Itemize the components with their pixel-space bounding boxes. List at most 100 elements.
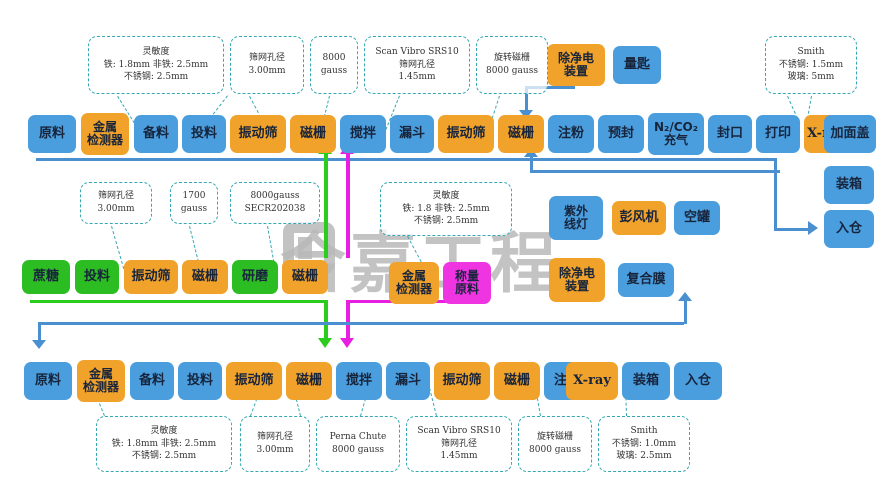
node-bot-6[interactable]: 搅拌 [336, 362, 382, 400]
node-label: 投料 [186, 372, 213, 388]
connector-horizontal [525, 86, 575, 89]
node-label-line: 紫外 线灯 [563, 204, 588, 231]
node-label: 空罐 [683, 209, 710, 225]
node-top-16[interactable]: 加面盖 [824, 115, 876, 153]
connector-horizontal [774, 228, 810, 231]
node-label: 原料 [34, 372, 61, 388]
arrow-up-icon [678, 292, 692, 301]
callout-line: 筛网孔径 [440, 438, 477, 449]
node-bot-9[interactable]: 磁栅 [494, 362, 540, 400]
node-aux-blower[interactable]: 彭风机 [612, 201, 666, 235]
node-mid-4[interactable]: 研磨 [232, 260, 278, 294]
node-bot-1[interactable]: 金属 检测器 [77, 360, 125, 402]
node-label: 磁栅 [295, 372, 322, 388]
node-label: 磁栅 [299, 125, 326, 141]
node-aux-uv[interactable]: 紫外 线灯 [549, 196, 603, 240]
node-mid-2[interactable]: 振动筛 [124, 260, 178, 294]
node-mid-detector[interactable]: 金属 检测器 [389, 262, 439, 304]
node-bot-12[interactable]: 装箱 [622, 362, 670, 400]
node-top-0[interactable]: 原料 [28, 115, 76, 153]
callout-line: 铁: 1.8 非铁: 2.5mm [402, 203, 490, 214]
connector-vertical [774, 158, 777, 210]
callout-line: Scan Vibro SRS10 [375, 46, 459, 57]
node-bot-2[interactable]: 备料 [130, 362, 174, 400]
callout-bot-3: Perna Chute 8000 gauss [316, 416, 400, 472]
node-bot-13[interactable]: 入仓 [674, 362, 722, 400]
node-label-line: 金属 检测器 [86, 120, 123, 147]
node-label: X-ray [573, 372, 611, 388]
node-top-14[interactable]: 打印 [756, 115, 800, 153]
node-bot-11[interactable]: X-ray [566, 362, 618, 400]
callout-line: 1.45mm [398, 72, 436, 83]
node-bot-3[interactable]: 投料 [178, 362, 222, 400]
node-top-extra-1[interactable]: 量匙 [613, 46, 661, 84]
arrow-down-icon [318, 338, 332, 348]
connector-green-down [324, 300, 328, 338]
node-top-1[interactable]: 金属 检测器 [81, 113, 129, 155]
node-top-11[interactable]: 预封 [598, 115, 644, 153]
callout-line: SECR202038 [244, 204, 306, 214]
callout-line: 8000gauss [250, 191, 300, 202]
callout-mid-1: 筛网孔径 3.00mm [80, 182, 152, 224]
callout-line: Smith [797, 46, 825, 57]
node-mid-1[interactable]: 投料 [75, 260, 119, 294]
node-bot-7[interactable]: 漏斗 [386, 362, 430, 400]
callout-line: 8000 gauss [529, 445, 581, 455]
node-bot-8[interactable]: 振动筛 [434, 362, 490, 400]
node-top-4[interactable]: 振动筛 [230, 115, 286, 153]
node-top-7[interactable]: 漏斗 [390, 115, 434, 153]
callout-top-smith: Smith 不锈钢: 1.5mm 玻璃: 5mm [765, 36, 857, 94]
callout-line: 筛网孔径 [398, 59, 435, 70]
node-aux-destatic[interactable]: 除净电 装置 [549, 258, 605, 302]
node-bot-5[interactable]: 磁栅 [286, 362, 332, 400]
node-top-8[interactable]: 振动筛 [438, 115, 494, 153]
node-mid-5[interactable]: 磁栅 [282, 260, 328, 294]
node-bot-0[interactable]: 原料 [24, 362, 72, 400]
node-label: 漏斗 [398, 125, 425, 141]
node-side-1[interactable]: 入仓 [824, 210, 874, 248]
node-top-13[interactable]: 封口 [708, 115, 752, 153]
node-mid-0[interactable]: 蔗糖 [22, 260, 70, 294]
callout-bot-2: 筛网孔径 3.00mm [240, 416, 310, 472]
arrow-right-icon [808, 221, 818, 235]
callout-bot-smith: Smith 不锈钢: 1.0mm 玻璃: 2.5mm [598, 416, 690, 472]
node-bot-4[interactable]: 振动筛 [226, 362, 282, 400]
node-top-3[interactable]: 投料 [182, 115, 226, 153]
callout-line: 1700 [182, 191, 206, 202]
node-label: 振动筛 [234, 372, 274, 388]
node-label: 备料 [138, 372, 165, 388]
node-label: 预封 [607, 125, 634, 141]
node-label: 振动筛 [131, 268, 171, 284]
callout-line: 8000 [322, 53, 346, 64]
callout-line: Smith [630, 425, 658, 436]
callout-line: 灵敏度 [150, 425, 178, 436]
node-top-10[interactable]: 注粉 [548, 115, 594, 153]
rail-green [30, 300, 324, 303]
node-side-0[interactable]: 装箱 [824, 166, 874, 204]
node-mid-3[interactable]: 磁栅 [182, 260, 228, 294]
node-top-2[interactable]: 备料 [134, 115, 178, 153]
node-top-extra-0[interactable]: 除净电 装置 [547, 44, 605, 86]
node-top-5[interactable]: 磁栅 [290, 115, 336, 153]
node-label-line: 除净电 装置 [558, 266, 595, 293]
callout-line: 不锈钢: 1.0mm [611, 438, 677, 449]
node-mid-weigh[interactable]: 称量 原料 [443, 262, 491, 304]
node-label: 入仓 [684, 372, 711, 388]
node-label: 入仓 [835, 220, 862, 236]
callout-line: gauss [320, 66, 348, 76]
node-top-9[interactable]: 磁栅 [498, 115, 544, 153]
node-aux-can[interactable]: 空罐 [674, 201, 720, 235]
arrow-down-icon [519, 110, 533, 119]
node-label: 搅拌 [345, 372, 372, 388]
callout-line: 1.45mm [440, 451, 478, 462]
arrow-down-icon [340, 338, 354, 348]
node-top-12[interactable]: N₂/CO₂ 充气 [648, 113, 704, 155]
node-aux-film[interactable]: 复合膜 [618, 263, 674, 297]
callout-top-4: Scan Vibro SRS10 筛网孔径 1.45mm [364, 36, 470, 94]
connector-vertical [38, 322, 41, 340]
node-label-line: 称量 原料 [454, 269, 479, 296]
node-label: 漏斗 [394, 372, 421, 388]
node-label: 搅拌 [349, 125, 376, 141]
callout-top-2: 筛网孔径 3.00mm [230, 36, 304, 94]
node-top-6[interactable]: 搅拌 [340, 115, 386, 153]
